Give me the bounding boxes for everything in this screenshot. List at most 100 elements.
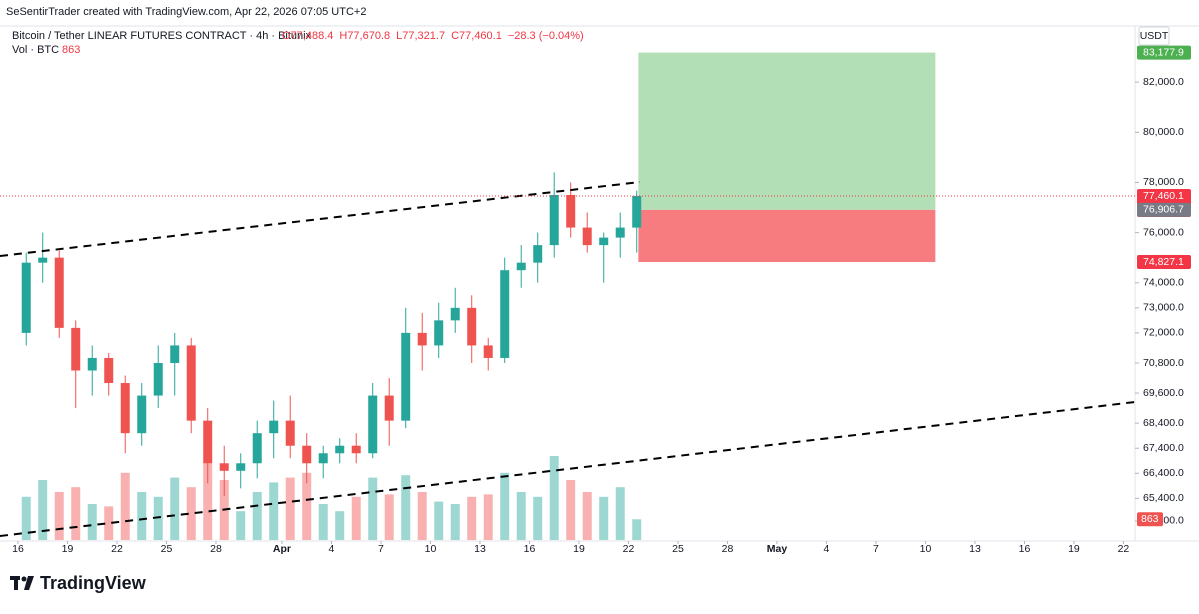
- candle-body: [153, 362, 163, 396]
- y-tick-label: 69,600.0: [1143, 387, 1184, 399]
- y-tick-label: 70,800.0: [1143, 357, 1184, 369]
- x-tick-label: 13: [969, 543, 981, 555]
- candle-body: [599, 237, 609, 246]
- volume-bar: [285, 477, 295, 540]
- volume-legend-label: Vol · BTC: [12, 44, 59, 56]
- x-tick-label: 16: [12, 543, 24, 555]
- volume-bar: [87, 504, 97, 540]
- candle-body: [549, 194, 559, 246]
- candle-body: [269, 420, 279, 434]
- volume-bar: [582, 492, 592, 540]
- candle-body: [71, 327, 81, 371]
- x-tick-label: 16: [524, 543, 536, 555]
- volume-legend-value: 863: [62, 44, 80, 56]
- candle-body: [170, 345, 180, 363]
- y-tick-label: 74,000.0: [1143, 277, 1184, 289]
- candle-body: [54, 257, 64, 328]
- currency-button[interactable]: [1138, 26, 1170, 46]
- ohlc-value: C77,460.1: [451, 30, 502, 42]
- x-tick-label: 7: [378, 543, 384, 555]
- volume-bar: [252, 492, 262, 540]
- y-tick-label: 67,400.0: [1143, 442, 1184, 454]
- volume-bar: [368, 477, 378, 540]
- candle-body: [335, 445, 345, 454]
- price-tag-label: 74,827.1: [1143, 256, 1184, 268]
- volume-bar: [417, 492, 427, 540]
- x-tick-label: 19: [62, 543, 74, 555]
- x-tick-label: 10: [920, 543, 932, 555]
- brand: TradingView: [40, 573, 147, 593]
- volume-bar: [450, 504, 460, 540]
- price-tag: [1137, 255, 1191, 270]
- y-tick-label: 82,000.0: [1143, 76, 1184, 88]
- candle-body: [219, 463, 229, 471]
- x-tick-label: 4: [329, 543, 335, 555]
- candle-body: [318, 453, 328, 464]
- candle-body: [632, 195, 642, 228]
- candle-body: [368, 395, 378, 454]
- price-tag-label: 76,906.7: [1143, 204, 1184, 216]
- candle-body: [533, 245, 543, 263]
- candle-body: [615, 227, 625, 238]
- candle-body: [186, 345, 196, 421]
- logo: TradingView: [10, 573, 147, 593]
- volume-bar: [203, 463, 213, 540]
- currency[interactable]: USDT: [1140, 30, 1169, 42]
- x-tick-label: Apr: [273, 543, 291, 555]
- y-tick-label: 65,400.0: [1143, 492, 1184, 504]
- candle-body: [582, 227, 592, 246]
- volume-bar: [170, 477, 180, 540]
- volume-bar: [269, 482, 279, 540]
- x-tick-label: 25: [161, 543, 173, 555]
- logo-mark: [24, 576, 34, 590]
- logo-mark: [14, 576, 18, 590]
- ohlc-value: −28.3 (−0.04%): [508, 30, 584, 42]
- ohlc-value: H77,670.8: [339, 30, 390, 42]
- candle-body: [252, 433, 262, 464]
- volume-bar: [500, 472, 510, 540]
- loss-zone: [638, 209, 936, 263]
- candle-body: [120, 383, 130, 434]
- volume-bar: [153, 496, 163, 540]
- volume-bar: [335, 511, 345, 540]
- candle-body: [417, 332, 427, 346]
- volume-bar: [599, 496, 609, 540]
- ohlc-value: L77,321.7: [396, 30, 445, 42]
- volume-bar: [516, 492, 526, 540]
- volume-bar: [21, 496, 31, 540]
- candle-body: [483, 345, 493, 358]
- candle-body: [516, 262, 526, 271]
- trend-line-upper: [0, 181, 641, 257]
- x-tick-label: 19: [1068, 543, 1080, 555]
- x-tick-label: 25: [672, 543, 684, 555]
- volume-bar: [302, 472, 312, 540]
- price-tag: [1137, 202, 1191, 217]
- volume-bar: [186, 487, 196, 540]
- y-tick-label: 66,400.0: [1143, 467, 1184, 479]
- y-tick-label: 80,000.0: [1143, 126, 1184, 138]
- x-tick-label: 22: [111, 543, 123, 555]
- symbol-title: Bitcoin / Tether LINEAR FUTURES CONTRACT…: [12, 30, 312, 42]
- x-tick-label: 22: [623, 543, 635, 555]
- trend-line-lower: [0, 401, 1136, 537]
- volume-tag: [1137, 512, 1163, 527]
- x-tick-label: 22: [1118, 543, 1130, 555]
- ohlc-value: O77,488.4: [282, 30, 333, 42]
- volume-bar: [533, 496, 543, 540]
- candle-body: [500, 270, 510, 358]
- candle-body: [38, 257, 48, 263]
- last-price-label: 77,460.1: [1143, 190, 1184, 202]
- x-tick-label: 4: [824, 543, 830, 555]
- ohlc-legend: O77,488.4 H77,670.8 L77,321.7 C77,460.1 −28.…: [282, 30, 584, 42]
- candle-body: [450, 307, 460, 321]
- volume-bar: [401, 475, 411, 540]
- logo-mark: [21, 576, 27, 582]
- candle-body: [566, 194, 576, 228]
- candle-body: [401, 332, 411, 421]
- volume-bar: [483, 494, 493, 540]
- y-tick-label: 73,000.0: [1143, 302, 1184, 314]
- x-tick-label: 16: [1019, 543, 1031, 555]
- candle-body: [137, 395, 147, 434]
